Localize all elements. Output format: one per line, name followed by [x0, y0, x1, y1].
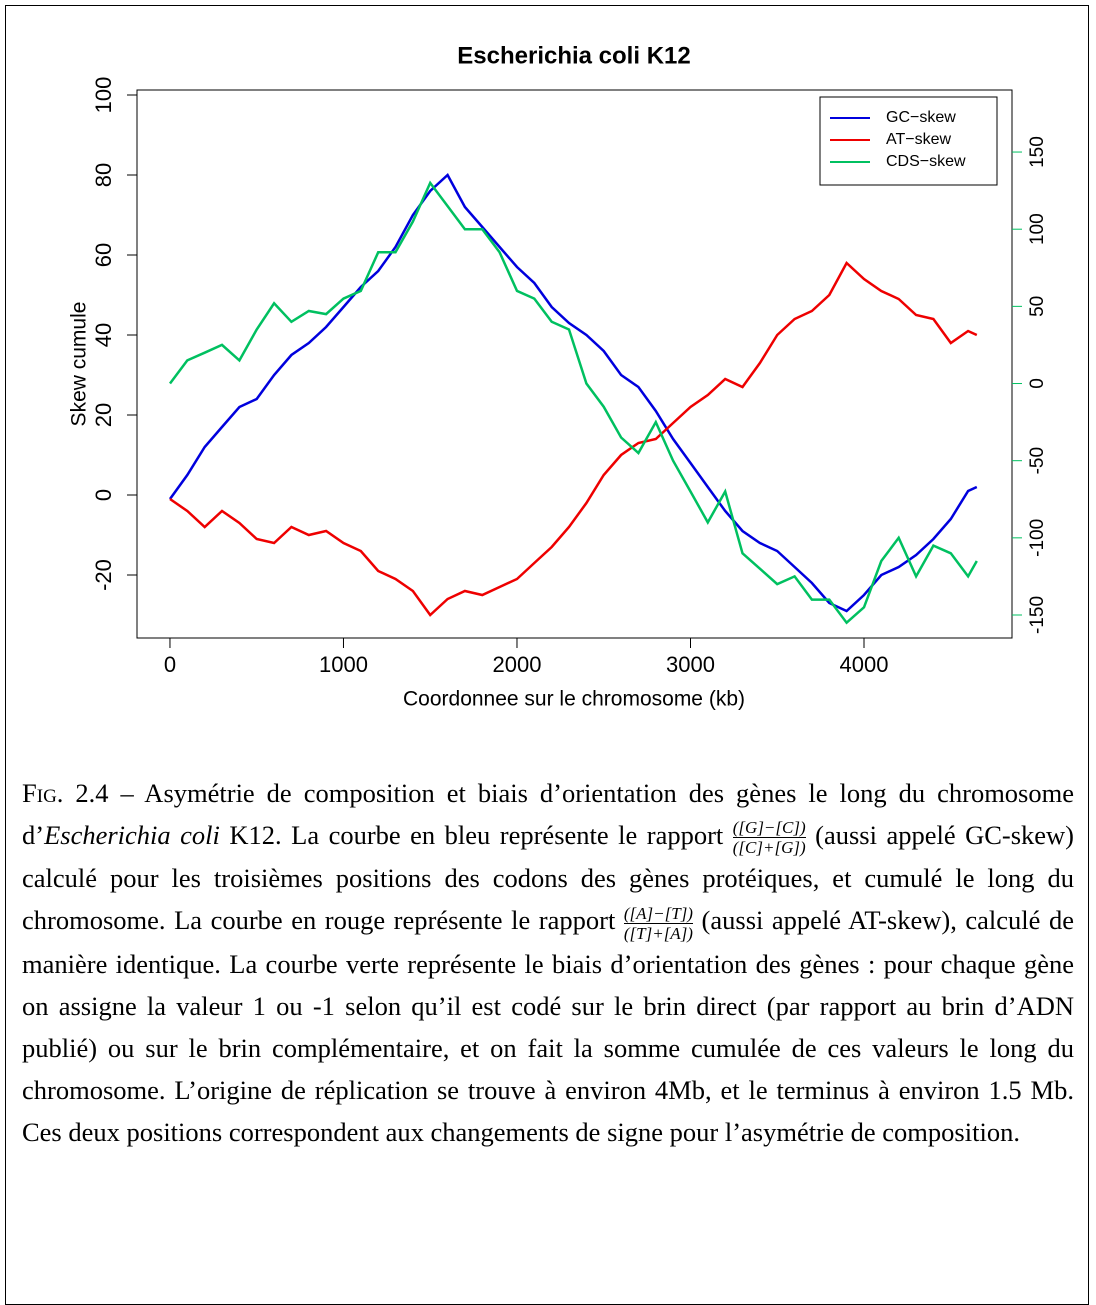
chart: Escherichia coli K12 Coordonnee sur le c…	[68, 42, 1048, 711]
series-line	[168, 172, 978, 613]
caption-species: Escherichia coli	[44, 820, 220, 850]
caption-text: – Asymétrie de composition et biais d’or…	[22, 778, 1074, 850]
y2-tick-label: 50	[1027, 296, 1048, 317]
y2-tick-label: 100	[1027, 213, 1048, 245]
y2-tick-label: 150	[1027, 136, 1048, 168]
y2-tick-label: -100	[1027, 519, 1048, 557]
caption-text: (aussi appelé AT-skew), calculé de maniè…	[22, 905, 1074, 1147]
y-tick-label: -20	[91, 559, 116, 591]
chart-title: Escherichia coli K12	[457, 42, 690, 69]
y-tick-label: 20	[91, 403, 116, 427]
caption-text: K12. La courbe en bleu représente le rap…	[219, 820, 733, 850]
denominator: ([C]+[G])	[732, 838, 806, 858]
y-tick-label: 40	[91, 323, 116, 347]
y2-tick-label: 0	[1027, 378, 1048, 389]
fraction: ([A]−[T]) ([T]+[A])	[623, 903, 693, 943]
series-line	[168, 180, 978, 625]
caption: Fig. 2.4 – Asymétrie de composition et b…	[22, 772, 1074, 1153]
legend-label: CDS−skew	[886, 153, 966, 170]
y2-tick-label: -150	[1027, 596, 1048, 634]
y-axis-label: Skew cumule	[68, 302, 91, 427]
x-tick-label: 3000	[666, 652, 715, 677]
fraction: ([G]−[C]) ([C]+[G])	[732, 818, 806, 858]
numerator: ([G]−[C])	[732, 818, 806, 839]
numerator: ([A]−[T])	[623, 903, 693, 924]
y-tick-label: 80	[91, 163, 116, 187]
x-axis-label: Coordonnee sur le chromosome (kb)	[403, 688, 745, 711]
y2-tick-label: -50	[1027, 447, 1048, 474]
y-tick-label: 0	[91, 489, 116, 501]
y-tick-label: 60	[91, 243, 116, 267]
x-tick-label: 2000	[493, 652, 542, 677]
denominator: ([T]+[A])	[623, 923, 693, 943]
x-tick-label: 0	[164, 652, 176, 677]
x-tick-label: 4000	[840, 652, 889, 677]
plot-frame	[136, 89, 1013, 639]
legend-label: GC−skew	[886, 109, 956, 126]
caption-text: (aussi appelé GC-skew) calculé pour les …	[22, 820, 1075, 936]
y-tick-label: 100	[91, 77, 116, 114]
x-tick-label: 1000	[319, 652, 368, 677]
caption-label: Fig. 2.4	[22, 778, 109, 808]
series-line	[169, 260, 978, 617]
legend-label: AT−skew	[886, 131, 952, 148]
